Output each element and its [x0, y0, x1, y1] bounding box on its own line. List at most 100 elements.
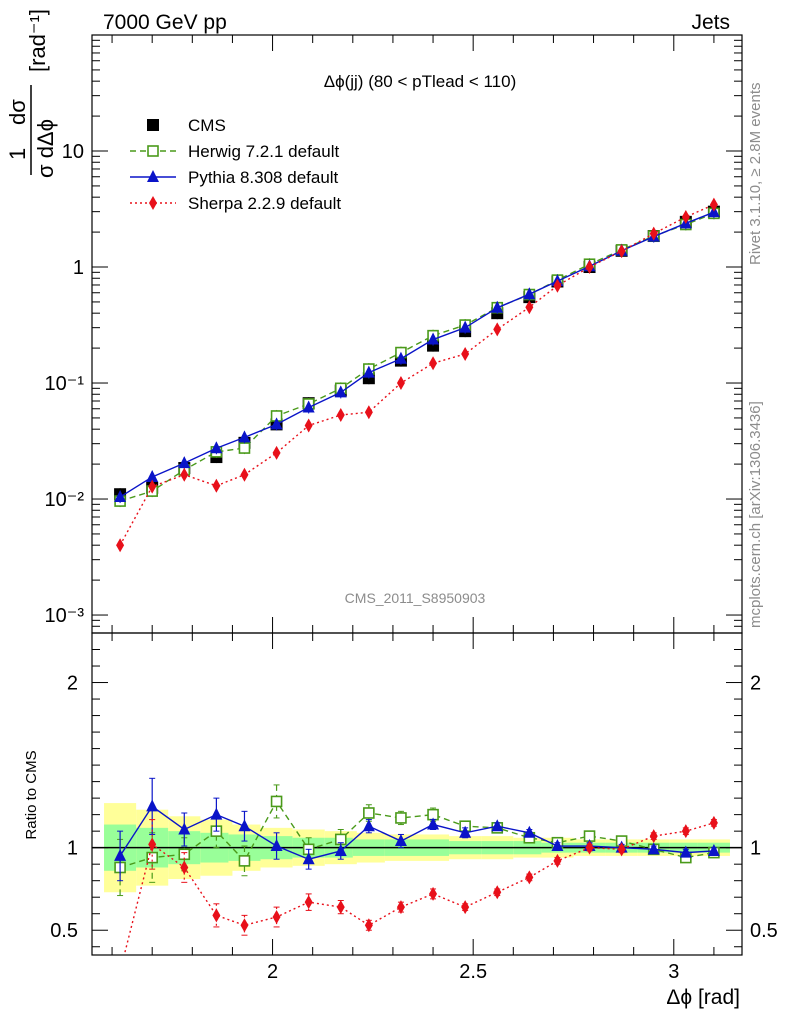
ratio-data-point	[362, 819, 375, 832]
ratio-data-point	[395, 812, 407, 824]
legend-marker	[149, 196, 157, 210]
ratio-data-point	[146, 799, 159, 812]
process-label: Jets	[691, 11, 730, 34]
x-tick-label: 2	[267, 961, 278, 983]
data-point	[178, 456, 191, 469]
ratio-data-point	[551, 839, 564, 852]
ratio-y-tick-label-right: 2	[750, 673, 761, 695]
ratio-panel: 0.5 0.5 1 1 2 2 2 2.5 3 Ratio to CMS Δϕ [rad]	[23, 632, 778, 1009]
data-point	[525, 300, 534, 315]
legend-label: Pythia 8.308 default	[188, 168, 339, 187]
data-point	[396, 376, 405, 391]
x-axis-label: Δϕ [rad]	[666, 986, 740, 1009]
ratio-data-point	[649, 829, 658, 844]
legend-marker	[147, 145, 159, 157]
ratio-data-point	[334, 843, 347, 856]
main-panel: CMS_2011_S8950903 Δϕ(jj) (80 < pTlead < …	[5, 9, 743, 634]
data-point	[459, 320, 472, 333]
ratio-data-point	[617, 842, 626, 857]
ratio-data-point	[427, 817, 440, 830]
ratio-y-tick-label-right: 1	[750, 838, 761, 860]
mcplots-reference-label: mcplots.cern.ch [arXiv:1306.3436]	[747, 401, 764, 628]
collision-energy-label: 7000 GeV pp	[103, 11, 227, 34]
ratio-data-point	[272, 910, 281, 925]
ratio-data-point	[707, 843, 720, 856]
ratio-y-tick-label-left: 0.5	[50, 920, 78, 942]
data-point	[709, 197, 718, 212]
ratio-data-point	[238, 819, 251, 832]
data-point	[238, 430, 251, 443]
ratio-series-line	[119, 805, 714, 860]
data-point	[523, 287, 536, 300]
data-point	[429, 356, 438, 371]
data-point	[364, 405, 373, 420]
ratio-data-point	[270, 795, 283, 808]
legend-label: Herwig 7.2.1 default	[188, 142, 339, 161]
legend-marker	[147, 119, 159, 131]
svg-text:1: 1	[5, 148, 30, 160]
data-point	[427, 332, 440, 345]
data-point	[240, 467, 249, 482]
ratio-series-pythia	[114, 777, 720, 882]
data-point	[553, 278, 562, 293]
ratio-data-point	[114, 848, 127, 861]
ratio-data-point	[679, 845, 692, 858]
ratio-data-point	[429, 886, 438, 901]
main-title: Δϕ(jj) (80 < pTlead < 110)	[324, 72, 517, 91]
data-point	[270, 417, 283, 430]
series-herwig	[114, 207, 720, 508]
svg-text:[rad⁻¹]: [rad⁻¹]	[25, 9, 50, 72]
ratio-data-point	[647, 842, 660, 855]
ratio-data-point	[525, 870, 534, 885]
legend-label: Sherpa 2.2.9 default	[188, 194, 341, 213]
ratio-data-point	[210, 807, 223, 820]
ratio-data-point	[240, 918, 249, 933]
data-point	[210, 441, 223, 454]
y-tick-label: 10⁻³	[45, 605, 85, 627]
ratio-data-point	[302, 852, 315, 865]
data-point	[461, 346, 470, 361]
x-tick-label: 3	[668, 961, 679, 983]
svg-text:σ dΔϕ: σ dΔϕ	[33, 119, 58, 178]
ratio-y-tick-label-left: 1	[67, 838, 78, 860]
ratio-data-point	[146, 851, 158, 864]
series-cms	[114, 205, 720, 501]
data-point	[334, 385, 347, 398]
ratio-data-point	[681, 824, 690, 839]
data-point	[493, 322, 502, 337]
ratio-data-point	[364, 918, 373, 933]
ratio-data-point	[491, 819, 504, 832]
data-point	[362, 365, 375, 378]
svg-text:dσ: dσ	[5, 99, 30, 125]
data-point	[617, 244, 626, 259]
data-point	[116, 538, 125, 553]
ratio-series-sherpa	[117, 815, 718, 955]
series-line	[119, 211, 715, 498]
y-tick-label: 10⁻¹	[45, 373, 85, 395]
data-point	[302, 400, 315, 413]
ratio-data-point	[212, 908, 221, 923]
ratio-data-point	[270, 839, 283, 852]
ratio-y-tick-label-right: 0.5	[750, 920, 778, 942]
ratio-data-point	[148, 837, 157, 852]
ratio-data-point	[336, 900, 345, 915]
data-point	[146, 469, 159, 482]
data-point	[336, 408, 345, 423]
ratio-data-point	[178, 822, 191, 835]
ratio-data-point	[461, 900, 470, 915]
data-point	[491, 300, 504, 313]
data-point	[394, 351, 407, 364]
ratio-data-point	[585, 840, 594, 855]
ratio-data-point	[304, 895, 313, 910]
rivet-version-label: Rivet 3.1.10, ≥ 2.8M events	[747, 83, 764, 266]
series-line	[119, 203, 715, 546]
ratio-series-line	[123, 822, 715, 955]
ratio-data-point	[396, 900, 405, 915]
ratio-data-point	[394, 834, 407, 847]
data-point	[212, 478, 221, 493]
data-point	[238, 442, 251, 454]
x-tick-label: 2.5	[459, 961, 487, 983]
ratio-data-point	[493, 885, 502, 900]
data-point	[585, 260, 594, 275]
